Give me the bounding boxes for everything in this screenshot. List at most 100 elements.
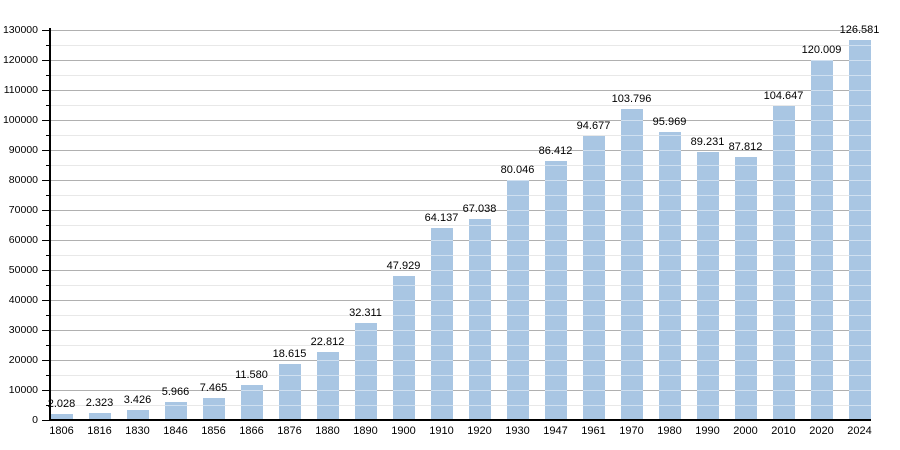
y-axis-line bbox=[49, 28, 51, 420]
y-tick-label: 20000 bbox=[8, 353, 38, 366]
y-axis-minor-tick bbox=[46, 284, 50, 286]
bar-value-label: 95.969 bbox=[652, 116, 687, 129]
x-tick-label: 1866 bbox=[239, 425, 264, 437]
gridline-minor bbox=[50, 284, 871, 286]
gridline-major bbox=[50, 119, 871, 121]
x-tick-label: 2010 bbox=[771, 425, 796, 437]
bar bbox=[50, 413, 73, 420]
bar bbox=[164, 402, 187, 420]
y-axis-minor-tick bbox=[46, 374, 50, 376]
x-tick-label: 1876 bbox=[277, 425, 302, 437]
y-axis-major-tick bbox=[42, 389, 50, 391]
y-axis-minor-tick bbox=[46, 104, 50, 106]
bar-value-label: 89.231 bbox=[690, 136, 725, 149]
y-axis-major-tick bbox=[42, 59, 50, 61]
gridline-minor bbox=[50, 224, 871, 226]
gridline-major bbox=[50, 329, 871, 331]
bar bbox=[620, 108, 643, 420]
bar-value-label: 103.796 bbox=[611, 92, 652, 105]
bar-value-label: 80.046 bbox=[500, 163, 535, 176]
y-axis-major-tick bbox=[42, 179, 50, 181]
bar bbox=[772, 106, 795, 420]
bar-value-label: 47.929 bbox=[386, 260, 421, 273]
x-tick-label: 1980 bbox=[657, 425, 682, 437]
y-axis-minor-tick bbox=[46, 164, 50, 166]
bar-value-label: 67.038 bbox=[462, 202, 497, 215]
y-axis-minor-tick bbox=[46, 344, 50, 346]
y-tick-label: 60000 bbox=[8, 233, 38, 246]
bar bbox=[316, 351, 339, 420]
bar-value-label: 94.677 bbox=[576, 119, 611, 132]
gridline-minor bbox=[50, 254, 871, 256]
x-tick-label: 1806 bbox=[49, 425, 74, 437]
bar bbox=[126, 409, 149, 420]
bar-value-label: 32.311 bbox=[349, 307, 382, 320]
bar bbox=[848, 40, 871, 420]
bar bbox=[240, 385, 263, 420]
gridline-major bbox=[50, 389, 871, 391]
bar-value-label: 87.812 bbox=[728, 140, 763, 153]
bar bbox=[392, 276, 415, 420]
x-tick-label: 2000 bbox=[733, 425, 758, 437]
y-axis-major-tick bbox=[42, 239, 50, 241]
bar-value-label: 18.615 bbox=[272, 348, 307, 361]
x-tick-label: 1930 bbox=[505, 425, 530, 437]
x-tick-label: 1947 bbox=[543, 425, 568, 437]
x-axis-line bbox=[49, 419, 871, 421]
x-tick-label: 2020 bbox=[809, 425, 834, 437]
y-tick-label: 100000 bbox=[2, 113, 38, 126]
x-tick-label: 1846 bbox=[163, 425, 188, 437]
bar-value-label: 126.581 bbox=[839, 24, 880, 37]
bar bbox=[430, 227, 453, 420]
gridline-major bbox=[50, 269, 871, 271]
y-tick-label: 80000 bbox=[8, 173, 38, 186]
gridline-major bbox=[50, 209, 871, 211]
y-axis-minor-tick bbox=[46, 254, 50, 256]
y-tick-label: 90000 bbox=[8, 143, 38, 156]
bar-value-label: 86.412 bbox=[538, 144, 573, 157]
bar bbox=[734, 156, 757, 420]
bar-value-label: 2.323 bbox=[85, 397, 114, 410]
bar bbox=[506, 179, 529, 420]
gridline-minor bbox=[50, 404, 871, 406]
gridline-minor bbox=[50, 164, 871, 166]
y-axis-major-tick bbox=[42, 89, 50, 91]
bar-value-label: 104.647 bbox=[763, 90, 804, 103]
gridline-minor bbox=[50, 134, 871, 136]
y-tick-label: 40000 bbox=[8, 293, 38, 306]
bar-value-label: 7.465 bbox=[199, 381, 228, 394]
bar bbox=[202, 397, 225, 420]
gridline-minor bbox=[50, 314, 871, 316]
bar-value-label: 64.137 bbox=[424, 211, 459, 224]
bar-value-label: 22.812 bbox=[310, 335, 345, 348]
bar bbox=[658, 132, 681, 420]
bar-value-label: 2.028 bbox=[47, 397, 76, 410]
y-axis-major-tick bbox=[42, 269, 50, 271]
gridline-minor bbox=[50, 74, 871, 76]
bar bbox=[810, 59, 833, 420]
y-tick-label: 70000 bbox=[8, 203, 38, 216]
gridline-minor bbox=[50, 344, 871, 346]
y-axis-major-tick bbox=[42, 359, 50, 361]
gridline-minor bbox=[50, 194, 871, 196]
x-tick-label: 1990 bbox=[695, 425, 720, 437]
x-tick-label: 1961 bbox=[581, 425, 606, 437]
gridline-minor bbox=[50, 104, 871, 106]
x-tick-label: 1830 bbox=[125, 425, 150, 437]
x-tick-label: 1920 bbox=[467, 425, 492, 437]
y-axis-minor-tick bbox=[46, 134, 50, 136]
y-axis-major-tick bbox=[42, 29, 50, 31]
y-axis-minor-tick bbox=[46, 404, 50, 406]
y-axis-major-tick bbox=[42, 329, 50, 331]
y-tick-label: 110000 bbox=[3, 83, 38, 96]
y-axis-minor-tick bbox=[46, 74, 50, 76]
y-axis-major-tick bbox=[42, 119, 50, 121]
bar-value-label: 5.966 bbox=[161, 386, 190, 399]
bar bbox=[354, 323, 377, 420]
bar bbox=[544, 160, 567, 420]
y-axis-major-tick bbox=[42, 419, 50, 421]
bar-value-label: 120.009 bbox=[801, 43, 842, 56]
y-tick-label: 50000 bbox=[8, 263, 38, 276]
